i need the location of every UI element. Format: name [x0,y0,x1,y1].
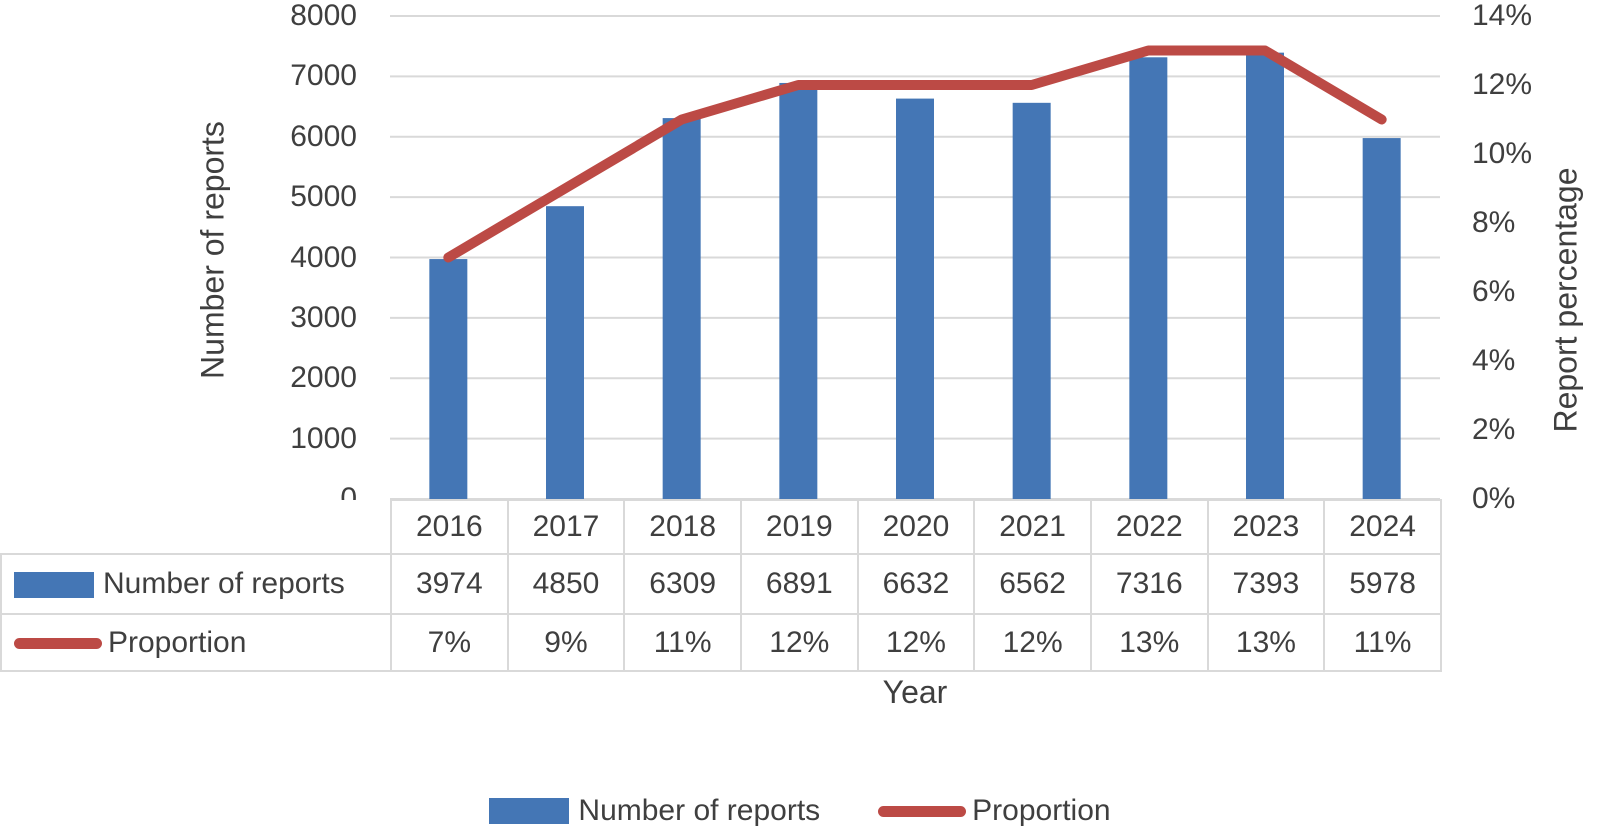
reports-value: 6562 [973,553,1092,615]
bar-series-swatch-icon [489,798,570,824]
table-legend-number-of-reports: Number of reports [0,553,392,615]
year-label: 2018 [623,499,742,555]
bar-2022 [1129,57,1168,499]
reports-value: 6309 [623,553,742,615]
left-axis-tick: 7000 [290,59,357,93]
year-label: 2022 [1089,499,1209,555]
bar-2017 [546,206,584,499]
right-axis-tick: 8% [1472,206,1516,239]
reports-value: 7393 [1206,553,1326,615]
bar-2019 [779,82,818,499]
bar-2016 [429,259,468,499]
right-axis-tick: 14% [1472,0,1533,32]
left-axis-tick: 5000 [290,180,357,214]
proportion-value: 12% [739,613,859,672]
proportion-value: 9% [506,613,626,672]
x-axis-title: Year [882,674,948,710]
right-axis-tick: 0% [1472,482,1516,515]
series-name-label: Proportion [108,625,247,659]
right-axis-tick: 12% [1472,68,1533,101]
proportion-value: 13% [1089,613,1209,672]
year-label: 2016 [390,499,509,555]
table-legend-proportion: Proportion [0,613,392,672]
bar-2024 [1362,138,1401,499]
left-axis-tick: 6000 [290,119,357,153]
left-axis-tick: 1000 [290,421,357,455]
proportion-value: 12% [856,613,976,672]
proportion-value: 13% [1206,613,1326,672]
proportion-value: 7% [390,613,509,672]
right-axis-tick: 2% [1472,413,1516,446]
proportion-value: 11% [1323,613,1442,672]
year-label: 2021 [973,499,1092,555]
right-axis-title: Report percentage [1547,167,1584,433]
year-label: 2024 [1323,499,1442,555]
left-axis-tick: 4000 [290,240,357,274]
data-table: 2016 2017 2018 2019 2020 2021 2022 2023 2024 Numb… [0,499,1442,672]
line-series-swatch-icon [14,638,102,650]
legend-label-proportion: Proportion [972,794,1111,827]
reports-value: 7316 [1089,553,1209,615]
right-axis-tick: 4% [1472,344,1516,377]
bar-2020 [896,98,934,499]
legend-label-number-of-reports: Number of reports [578,794,821,827]
right-axis-tick: 6% [1472,275,1516,308]
bar-2018 [662,118,701,500]
chart-legend: Number of reports Proportion [0,794,1600,827]
year-label: 2017 [506,499,626,555]
left-axis-tick: 8000 [290,0,357,32]
right-axis-tick: 10% [1472,137,1533,170]
left-axis-tick: 2000 [290,361,357,395]
year-label: 2019 [739,499,859,555]
proportion-value: 11% [623,613,742,672]
bar-2021 [1012,102,1051,500]
reports-value: 4850 [506,553,626,615]
bar-2023 [1246,52,1284,500]
proportion-line [443,45,1387,263]
reports-value: 5978 [1323,553,1442,615]
table-corner-cell [1,500,391,554]
series-name-label: Number of reports [103,567,345,600]
reports-value: 3974 [390,553,509,615]
bar-series-swatch-icon [14,572,94,599]
left-axis-title: Number of reports [194,121,231,379]
reports-value: 6632 [856,553,976,615]
left-axis-tick: 3000 [290,300,357,334]
reports-value: 6891 [739,553,859,615]
year-label: 2020 [856,499,976,555]
line-series-swatch-icon [878,805,967,817]
proportion-value: 12% [973,613,1092,672]
year-label: 2023 [1206,499,1326,555]
